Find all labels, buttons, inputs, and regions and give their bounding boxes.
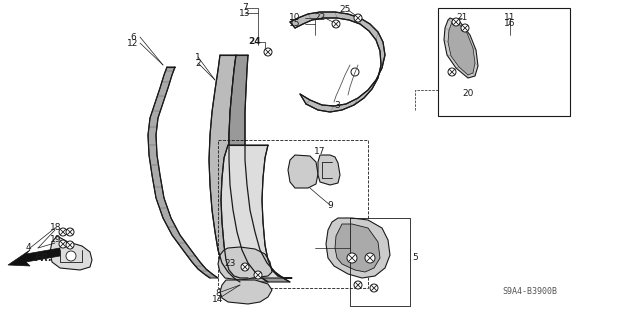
Polygon shape [220,280,272,304]
Text: 25: 25 [339,5,351,14]
Text: 22: 22 [314,13,326,23]
Text: 9: 9 [327,201,333,210]
Text: 5: 5 [412,254,418,263]
Circle shape [354,14,362,22]
Polygon shape [209,55,268,282]
Polygon shape [8,248,60,266]
Text: 12: 12 [127,39,139,48]
Circle shape [365,253,375,263]
Circle shape [351,68,359,76]
Text: 18: 18 [51,224,61,233]
Polygon shape [318,155,340,185]
Text: 21: 21 [456,13,468,23]
Circle shape [448,68,456,76]
Circle shape [59,228,67,236]
Circle shape [241,263,249,271]
Text: 1: 1 [195,53,201,62]
Polygon shape [335,224,380,272]
Circle shape [66,228,74,236]
Text: 14: 14 [212,294,224,303]
Circle shape [332,20,340,28]
Polygon shape [290,12,385,112]
Text: 13: 13 [239,9,251,18]
Text: 2: 2 [195,58,201,68]
Text: 11: 11 [504,13,516,23]
Circle shape [347,253,357,263]
Circle shape [452,18,460,26]
Text: 10: 10 [289,13,301,23]
Text: 3: 3 [334,100,340,109]
Text: 6: 6 [130,33,136,41]
Text: S9A4-B3900B: S9A4-B3900B [502,287,557,296]
Text: 19: 19 [51,235,61,244]
Text: 15: 15 [289,19,301,28]
Polygon shape [221,145,292,278]
Circle shape [66,241,74,249]
Polygon shape [288,155,318,188]
Text: FR.: FR. [35,253,53,263]
Circle shape [66,251,76,261]
Bar [438,8,570,116]
Text: 7: 7 [242,4,248,12]
Bar [218,140,368,288]
Polygon shape [229,55,290,282]
Polygon shape [326,218,390,278]
Polygon shape [444,18,478,78]
Text: 24: 24 [249,38,261,47]
Circle shape [370,284,378,292]
Text: 16: 16 [504,19,516,28]
Text: 4: 4 [25,243,31,253]
Polygon shape [218,247,272,280]
Polygon shape [148,67,218,278]
Text: 8: 8 [215,288,221,298]
Text: 20: 20 [462,88,474,98]
Polygon shape [50,236,92,270]
Circle shape [254,271,262,279]
Text: 23: 23 [224,258,236,268]
Text: 17: 17 [314,147,326,157]
Circle shape [264,48,272,56]
Circle shape [354,281,362,289]
Circle shape [461,24,469,32]
Circle shape [59,240,67,248]
Polygon shape [448,22,475,75]
